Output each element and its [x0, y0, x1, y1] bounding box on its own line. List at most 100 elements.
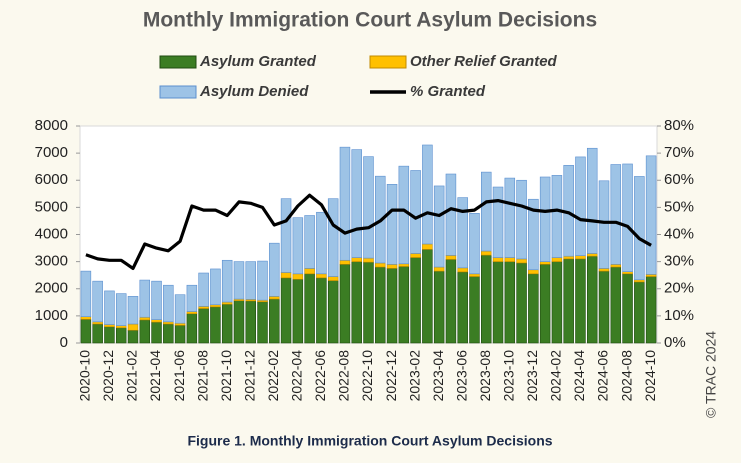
y2-tick-label: 50%	[664, 198, 694, 215]
y-tick-label: 1000	[35, 307, 68, 324]
bar-segment	[539, 261, 551, 265]
bar-segment	[139, 319, 151, 344]
bar-segment	[610, 266, 622, 344]
bar-segment	[622, 163, 633, 272]
bar-segment	[186, 284, 198, 312]
bar-segment	[80, 316, 92, 320]
bar-segment	[115, 293, 127, 326]
bar-segment	[127, 329, 139, 344]
legend-swatch	[159, 55, 197, 69]
bar-segment	[528, 269, 539, 275]
bar-segment	[127, 323, 139, 331]
y2-tick-label: 30%	[664, 253, 694, 270]
bar-segment	[586, 147, 598, 254]
bar-segment	[316, 273, 327, 279]
bar-segment	[327, 276, 339, 281]
bar-segment	[586, 253, 598, 257]
bar-segment	[174, 325, 186, 344]
x-tick-label: 2024-10	[642, 350, 658, 402]
bar-segment	[351, 257, 362, 262]
bar-segment	[516, 262, 527, 344]
bar-segment	[351, 261, 362, 344]
x-tick-label: 2023-04	[430, 350, 446, 402]
legend-label: % Granted	[410, 83, 486, 100]
bar-segment	[386, 264, 398, 269]
bar-segment	[304, 215, 315, 269]
bar-segment	[363, 156, 374, 259]
x-tick-label: 2022-04	[289, 350, 305, 402]
bar-segment	[339, 146, 351, 261]
bar-segment	[551, 261, 563, 344]
bar-segment	[398, 266, 410, 344]
bar-segment	[339, 264, 351, 344]
bar-segment	[398, 263, 410, 267]
bar-segment	[375, 266, 386, 344]
legend-label: Asylum Granted	[199, 53, 317, 70]
bar-segment	[551, 175, 563, 258]
bar-segment	[469, 276, 480, 344]
y2-tick-label: 20%	[664, 280, 694, 297]
x-tick-label: 2020-10	[77, 350, 93, 402]
x-tick-label: 2023-06	[453, 350, 469, 402]
bar-segment	[292, 217, 304, 275]
bar-segment	[481, 254, 492, 344]
y2-tick-label: 40%	[664, 225, 694, 242]
bar-segment	[280, 198, 292, 273]
bar-segment	[457, 271, 468, 344]
bar-segment	[269, 296, 280, 300]
bar-segment	[174, 294, 186, 324]
x-tick-label: 2023-10	[501, 350, 517, 402]
bar-segment	[598, 270, 610, 344]
bar-segment	[351, 149, 362, 258]
chart-title: Monthly Immigration Court Asylum Decisio…	[143, 9, 597, 32]
bar-segment	[457, 197, 468, 269]
bar-segment	[445, 259, 457, 344]
bar-segment	[551, 257, 563, 262]
bar-segment	[80, 319, 92, 344]
bar-segment	[492, 261, 504, 344]
bar-segment	[433, 185, 445, 268]
bar-segment	[528, 273, 539, 344]
x-tick-label: 2024-06	[595, 350, 611, 402]
y2-tick-label: 60%	[664, 171, 694, 188]
bar-segment	[163, 321, 174, 325]
legend-swatch	[369, 55, 407, 69]
bar-segment	[163, 323, 174, 344]
bar-segment	[221, 301, 233, 305]
bar-segment	[210, 268, 221, 306]
bar-segment	[610, 264, 622, 268]
bar-segment	[151, 319, 162, 323]
y-tick-label: 3000	[35, 253, 68, 270]
x-tick-label: 2024-08	[618, 350, 634, 402]
bar-segment	[634, 176, 645, 281]
bar-segment	[316, 211, 327, 275]
x-tick-label: 2021-02	[124, 350, 140, 402]
bar-segment	[280, 277, 292, 344]
bar-segment	[151, 321, 162, 344]
caption: Figure 1. Monthly Immigration Court Asyl…	[187, 433, 552, 449]
bar-segment	[433, 270, 445, 344]
x-tick-label: 2022-12	[383, 350, 399, 402]
bar-segment	[575, 156, 586, 256]
bar-segment	[221, 259, 233, 303]
bar-segment	[92, 323, 103, 344]
x-tick-label: 2021-06	[171, 350, 187, 402]
bar-segment	[634, 279, 645, 283]
y2-tick-label: 70%	[664, 144, 694, 161]
bar-segment	[492, 257, 504, 262]
bar-segment	[233, 261, 245, 300]
bar-segment	[257, 301, 268, 344]
legend-label: Asylum Denied	[199, 83, 309, 100]
bar-segment	[598, 268, 610, 272]
x-tick-label: 2023-02	[406, 350, 422, 402]
x-tick-label: 2023-12	[524, 350, 540, 402]
bar-segment	[115, 325, 127, 329]
bar-segment	[457, 267, 468, 273]
bar-segment	[528, 198, 539, 271]
y2-tick-label: 10%	[664, 307, 694, 324]
y2-tick-label: 80%	[664, 117, 694, 134]
bar-segment	[481, 250, 492, 256]
x-tick-label: 2023-08	[477, 350, 493, 402]
bar-segment	[645, 276, 657, 344]
